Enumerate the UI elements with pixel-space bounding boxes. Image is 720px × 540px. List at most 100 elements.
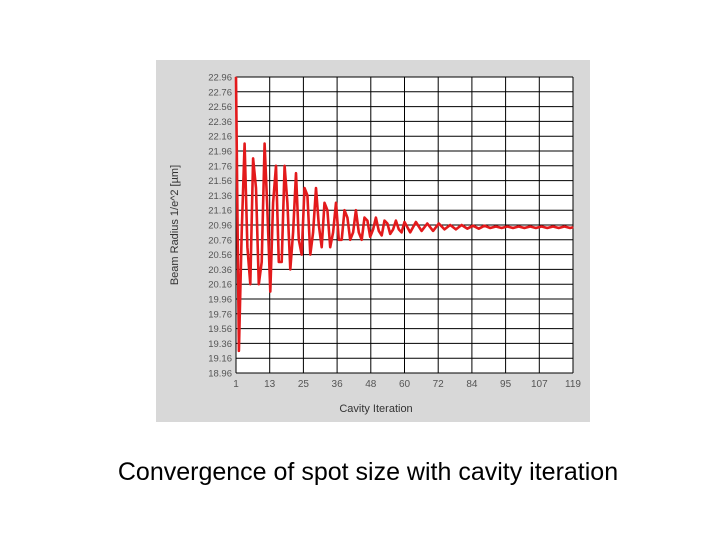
- caption: Convergence of spot size with cavity ite…: [117, 458, 619, 486]
- x-tick-label: 25: [298, 379, 310, 390]
- data-point: [284, 165, 286, 167]
- x-tick-label: 107: [531, 379, 548, 390]
- data-point: [401, 231, 403, 233]
- data-point: [323, 202, 326, 204]
- y-tick-label: 19.96: [208, 295, 232, 306]
- data-point: [241, 231, 243, 233]
- y-tick-label: 20.16: [208, 280, 232, 291]
- data-point: [421, 230, 423, 232]
- data-point: [346, 217, 348, 219]
- y-tick-label: 20.76: [208, 235, 232, 246]
- data-point: [246, 246, 248, 248]
- y-tick-label: 21.96: [208, 147, 232, 158]
- y-tick-label: 21.76: [208, 161, 232, 172]
- data-point: [569, 227, 571, 229]
- data-point: [261, 261, 263, 263]
- data-point: [309, 254, 311, 256]
- data-point: [326, 209, 328, 211]
- data-point: [381, 234, 383, 236]
- series-layer: [234, 76, 574, 353]
- x-tick-label: 48: [365, 379, 377, 390]
- data-point: [535, 227, 537, 229]
- data-point: [266, 209, 268, 211]
- y-tick-label: 21.16: [208, 206, 232, 217]
- chart-svg: 22.96 22.76 22.56 22.36 22.16 21.96 21.76 21.56…: [169, 73, 581, 416]
- data-point: [558, 227, 560, 229]
- data-point: [335, 202, 337, 204]
- y-tick-label: 19.76: [208, 309, 232, 320]
- data-point: [392, 228, 394, 230]
- data-point: [438, 222, 440, 225]
- y-tick-label: 19.56: [208, 324, 232, 335]
- x-tick-label: 60: [399, 379, 411, 390]
- y-tick-label: 20.36: [208, 265, 232, 276]
- x-tick-labels: 1 13 25 36 48 60 72 84 95 107 119: [233, 379, 581, 390]
- data-point: [238, 350, 240, 352]
- data-point: [301, 254, 303, 256]
- data-point: [272, 202, 274, 204]
- data-point: [372, 228, 374, 230]
- data-point: [472, 225, 474, 227]
- data-point: [295, 172, 297, 174]
- data-point: [264, 143, 266, 145]
- data-point: [403, 221, 406, 223]
- data-point: [349, 239, 351, 241]
- data-point: [552, 225, 554, 228]
- data-point: [278, 261, 280, 263]
- data-point: [512, 227, 514, 229]
- y-tick-label: 22.76: [208, 87, 232, 98]
- data-point: [306, 194, 308, 196]
- y-tick-label: 19.36: [208, 339, 232, 350]
- data-point: [235, 76, 237, 78]
- data-point: [409, 231, 411, 233]
- y-tick-label: 22.56: [208, 102, 232, 113]
- data-point: [378, 230, 380, 232]
- x-tick-label: 72: [433, 379, 445, 390]
- y-tick-label: 18.96: [208, 369, 232, 380]
- x-tick-label: 36: [332, 379, 344, 390]
- data-point: [386, 222, 388, 225]
- data-point: [355, 209, 357, 211]
- data-point: [315, 187, 317, 189]
- data-point: [303, 187, 306, 189]
- data-point: [275, 165, 277, 167]
- data-point: [466, 228, 468, 230]
- data-point: [321, 246, 323, 248]
- y-tick-label: 20.56: [208, 250, 232, 261]
- data-point: [318, 224, 320, 226]
- data-point: [281, 261, 283, 263]
- y-tick-label: 20.96: [208, 221, 232, 232]
- data-point: [363, 217, 366, 219]
- data-point: [332, 231, 334, 233]
- data-point: [343, 209, 346, 211]
- data-point: [506, 225, 508, 228]
- data-point: [375, 217, 377, 219]
- data-point: [461, 224, 463, 226]
- data-point: [518, 225, 520, 228]
- data-point: [483, 225, 486, 227]
- data-point: [244, 143, 246, 145]
- data-point: [546, 227, 548, 229]
- data-point: [269, 291, 271, 293]
- data-point: [358, 231, 360, 233]
- data-point: [341, 239, 343, 241]
- data-point: [426, 222, 428, 225]
- data-point: [352, 231, 354, 233]
- data-point: [366, 220, 368, 222]
- y-tick-label: 22.96: [208, 73, 232, 84]
- data-point: [449, 224, 451, 226]
- x-tick-label: 119: [565, 379, 581, 390]
- data-point: [298, 239, 300, 241]
- data-point: [292, 231, 294, 233]
- data-point: [252, 157, 254, 159]
- y-tick-label: 21.36: [208, 191, 232, 202]
- data-point: [529, 225, 531, 228]
- y-axis-label: Beam Radius 1/e^2 [µm]: [169, 165, 181, 285]
- series-line: [234, 76, 574, 353]
- data-point: [455, 228, 457, 230]
- data-point: [255, 187, 257, 189]
- data-point: [432, 230, 434, 232]
- data-point: [329, 246, 331, 248]
- data-point: [289, 268, 291, 270]
- data-point: [443, 228, 446, 230]
